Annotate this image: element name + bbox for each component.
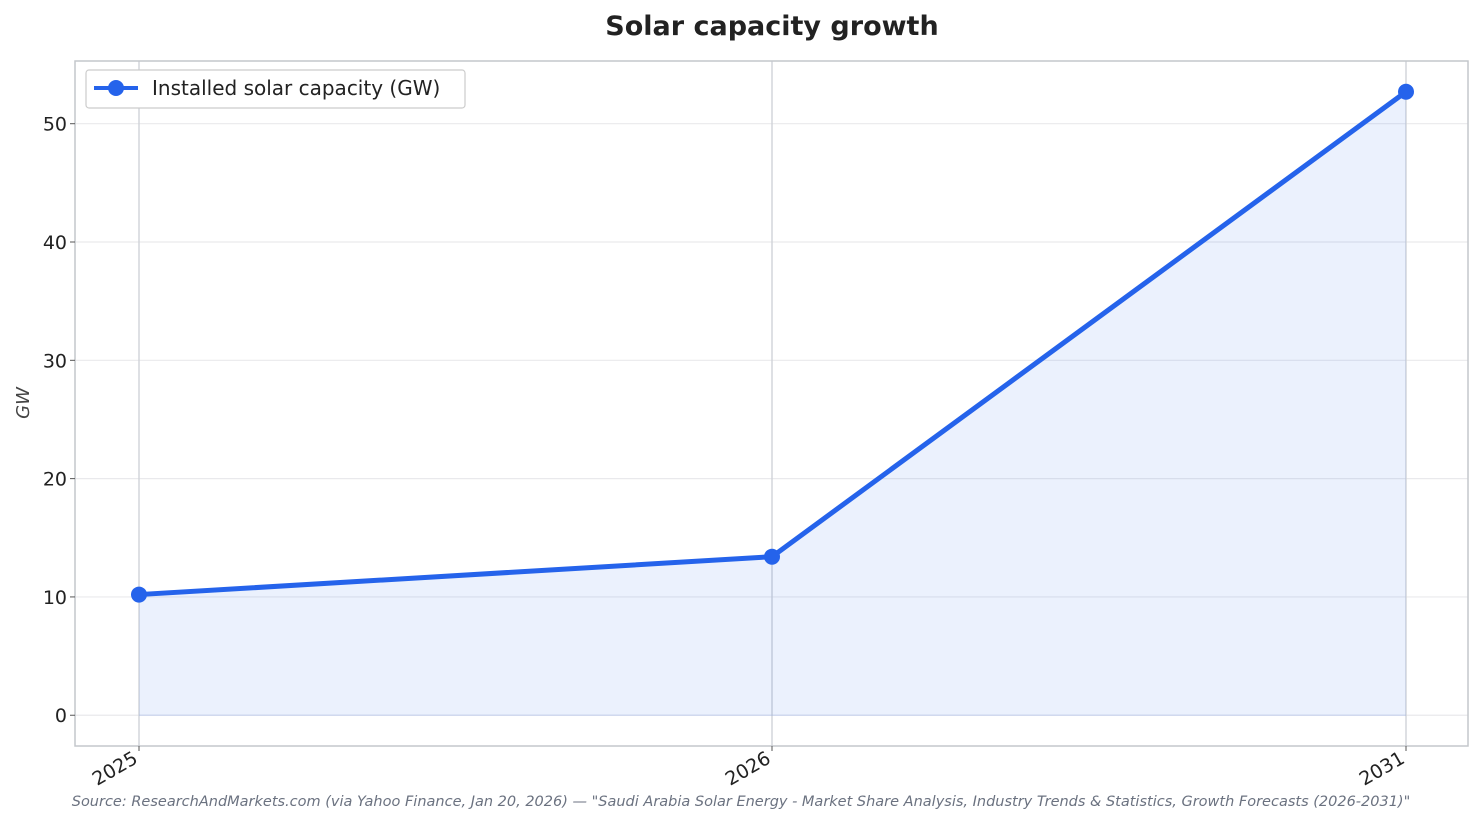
- x-tick-label: 2026: [722, 747, 775, 790]
- legend-label: Installed solar capacity (GW): [152, 76, 440, 100]
- grid: [75, 61, 1468, 746]
- y-tick-label: 30: [43, 350, 67, 372]
- y-axis-label: GW: [13, 386, 34, 419]
- legend-marker-icon: [108, 80, 124, 96]
- legend: Installed solar capacity (GW): [85, 69, 466, 109]
- series: [131, 83, 1414, 603]
- y-tick-label: 50: [43, 114, 67, 136]
- data-point: [764, 548, 780, 565]
- area-fill-path: [139, 91, 1406, 716]
- area-fill: [139, 91, 1406, 716]
- x-tick-label: 2031: [1356, 747, 1409, 790]
- x-axis: 2025 2026 2031: [89, 746, 1409, 791]
- legend-box: [85, 69, 466, 109]
- x-tick-label: 2025: [89, 747, 142, 790]
- chart-title: Solar capacity growth: [605, 11, 938, 42]
- y-axis: 0 10 20 30 40 50: [43, 114, 75, 727]
- y-tick-label: 10: [43, 587, 67, 609]
- y-tick-label: 40: [43, 232, 67, 254]
- data-point: [1398, 83, 1414, 100]
- source-note: Source: ResearchAndMarkets.com (via Yaho…: [72, 794, 1411, 810]
- data-point: [131, 586, 147, 603]
- y-tick-label: 0: [55, 705, 67, 727]
- y-tick-label: 20: [43, 469, 67, 491]
